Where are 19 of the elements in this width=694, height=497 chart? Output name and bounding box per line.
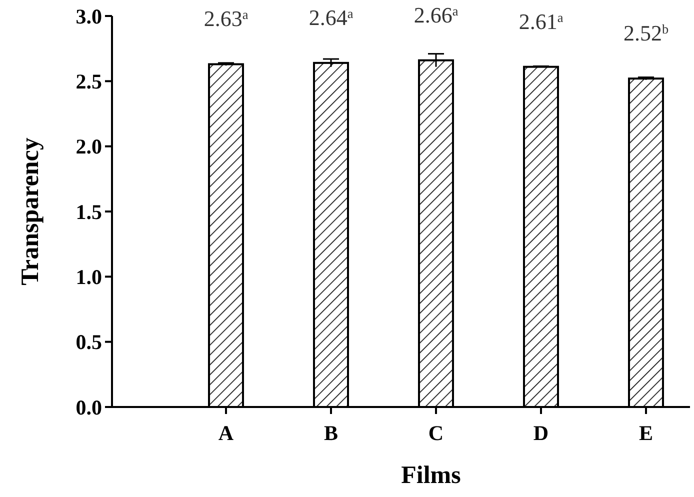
data-label: 2.52$^{b}$ <box>623 20 669 46</box>
data-label: 2.66$^{a}$ <box>414 2 458 28</box>
y-tick-label: 1.0 <box>76 265 102 290</box>
y-tick-label: 2.5 <box>76 70 102 94</box>
y-tick-label: 0.0 <box>76 395 102 420</box>
x-axis-title: Films <box>401 462 462 489</box>
y-tick-label: 2.0 <box>76 134 102 159</box>
y-axis-title: Transparency <box>17 137 44 286</box>
data-label: 2.63$^{a}$ <box>204 6 248 32</box>
y-tick-label: 3.0 <box>76 4 102 28</box>
x-tick-label: C <box>428 421 444 445</box>
x-tick-label: A <box>218 421 234 445</box>
x-tick-label: E <box>638 421 654 445</box>
x-tick-label: D <box>533 421 549 445</box>
y-tick-label: 1.5 <box>76 200 102 224</box>
x-tick-label: B <box>324 421 338 445</box>
data-label: 2.64$^{a}$ <box>308 4 354 30</box>
data-label: 2.61$^{a}$ <box>518 8 564 34</box>
y-tick-label: 0.5 <box>76 330 102 354</box>
